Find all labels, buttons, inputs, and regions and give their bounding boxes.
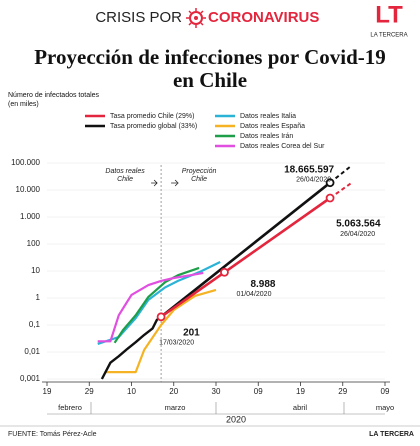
y-tick-label: 1	[36, 293, 41, 302]
annotation-arrow	[151, 179, 158, 187]
x-tick-label: 29	[85, 387, 94, 396]
y-tick-label: 10.000	[16, 185, 41, 194]
projection-line	[160, 196, 331, 318]
header-left: CRISIS POR	[95, 9, 182, 26]
legend-label: Datos reales Corea del Sur	[240, 143, 325, 150]
chile-real-line	[100, 315, 162, 380]
annotation: Datos reales Chile	[105, 168, 145, 183]
y-tick-label: 100	[27, 239, 41, 248]
y-tick-label: 0,001	[20, 374, 41, 383]
month-label: mayo	[376, 403, 394, 412]
point-marker	[156, 312, 166, 322]
legend-label: Datos reales Italia	[240, 113, 296, 120]
x-tick-label: 19	[296, 387, 305, 396]
legend-label: Tasa promedio Chile (29%)	[110, 113, 194, 120]
series-line	[113, 266, 200, 344]
point-marker	[220, 267, 229, 277]
month-label: marzo	[165, 403, 186, 412]
series-line	[106, 288, 217, 374]
value-label: 5.063.564	[336, 219, 381, 230]
logo-name: LA TERCERA	[370, 33, 407, 39]
series-line	[97, 271, 204, 343]
date-label: 26/04/2020	[296, 177, 331, 184]
x-axis-label: 2020	[226, 414, 246, 424]
logo-mark: LT	[375, 1, 403, 28]
virus-icon	[186, 8, 206, 28]
x-tick-label: 10	[127, 387, 136, 396]
point-marker	[325, 178, 335, 188]
x-tick-label: 09	[254, 387, 263, 396]
date-label: 17/03/2020	[159, 340, 194, 347]
chart-title: Proyección de infecciones por Covid-19 e…	[34, 45, 386, 92]
y-tick-label: 1.000	[20, 212, 41, 221]
x-tick-label: 30	[212, 387, 221, 396]
x-tick-label: 29	[338, 387, 347, 396]
value-label: 18.665.597	[284, 164, 334, 175]
value-label: 201	[183, 327, 200, 338]
y-axis-label: Número de infectados totales (en miles)	[8, 92, 100, 108]
x-tick-label: 19	[43, 387, 52, 396]
y-tick-label: 100.000	[11, 158, 40, 167]
y-tick-label: 10	[31, 266, 40, 275]
month-label: abril	[293, 403, 308, 412]
projection-line	[160, 181, 331, 318]
date-label: 26/04/2020	[340, 231, 375, 238]
y-tick-label: 0,1	[29, 320, 41, 329]
annotation-arrow	[171, 179, 179, 187]
legend-label: Datos reales España	[240, 123, 305, 130]
footer-source: FUENTE: Tomás Pérez-Acle	[8, 431, 97, 438]
value-label: 8.988	[250, 279, 275, 290]
x-tick-label: 09	[381, 387, 390, 396]
annotation: Proyección Chile	[182, 168, 217, 183]
legend-label: Datos reales Irán	[240, 133, 293, 140]
projection-dashed	[329, 182, 352, 199]
legend-label: Tasa promedio global (33%)	[110, 123, 197, 130]
footer-brand: LA TERCERA	[369, 431, 414, 438]
x-tick-label: 20	[169, 387, 178, 396]
point-marker	[325, 193, 335, 203]
y-tick-label: 0,01	[24, 347, 40, 356]
header-right: CORONAVIRUS	[208, 9, 319, 26]
month-label: febrero	[58, 403, 82, 412]
projection-dashed	[329, 165, 352, 184]
date-label: 01/04/2020	[236, 291, 271, 298]
